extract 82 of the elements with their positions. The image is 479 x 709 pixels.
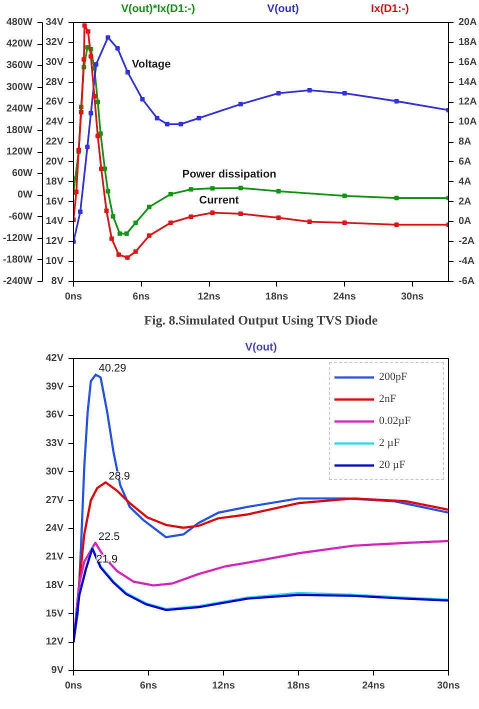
legend-label: 0.02µF [379, 415, 412, 427]
y-tick-label: 18V [46, 580, 64, 591]
chart-title: V(out) [245, 342, 278, 354]
y3-tick-label: 2A [458, 196, 472, 208]
y3-tick-label: 8A [458, 136, 472, 148]
legend-label: 2nF [379, 393, 398, 405]
y-tick-label: 24V [46, 523, 64, 534]
y-tick-label: 24V [46, 116, 64, 128]
y2-tick-label: 240W [6, 103, 34, 114]
y-tick-label: 42V [46, 353, 64, 364]
x-tick-label: 12ns [198, 292, 221, 302]
x-tick-label: 6ns [132, 292, 150, 302]
text: V(out)*Ix(D1:-) [121, 2, 195, 17]
y-tick-label: 33V [46, 438, 64, 450]
y-tick-label: 12V [46, 636, 64, 648]
y3-tick-label: 18A [458, 36, 477, 48]
x-tick-label: 0ns [64, 292, 83, 302]
y2-tick-label: -60W [8, 211, 34, 222]
annotation: Current [199, 194, 240, 206]
y3-tick-label: -2A [458, 236, 475, 248]
x-tick-label: 6ns [140, 680, 158, 692]
y-tick-label: 14V [46, 216, 64, 228]
y2-tick-label: 120W [6, 146, 34, 158]
y3-tick-label: 12A [458, 96, 477, 108]
legend-label: 2 µF [379, 437, 401, 449]
y2-tick-label: 420W [6, 38, 34, 50]
y-tick-label: 32V [46, 36, 64, 48]
annotation: 28.9 [108, 470, 130, 482]
y2-tick-label: 300W [6, 82, 34, 93]
annotation: Power dissipation [182, 168, 277, 180]
x-tick-label: 0ns [64, 680, 83, 692]
y-tick-label: 12V [46, 236, 64, 248]
y2-tick-label: -180W [3, 254, 34, 266]
x-tick-label: 24ns [333, 292, 356, 302]
y3-tick-label: -6A [458, 276, 475, 287]
y-tick-label: 20V [46, 156, 64, 168]
y-tick-label: 26V [46, 96, 64, 108]
x-tick-label: 18ns [265, 292, 289, 302]
y2-tick-label: -120W [3, 232, 34, 244]
y3-tick-label: 0A [458, 216, 472, 228]
legend-label: 200pF [379, 371, 408, 383]
y-tick-label: 18V [46, 176, 64, 188]
y2-tick-label: 0W [18, 190, 34, 201]
y-tick-label: 9V [51, 665, 64, 676]
y3-tick-label: 20A [458, 17, 477, 28]
y2-tick-label: 60W [12, 168, 34, 180]
y-tick-label: 30V [46, 56, 64, 68]
y2-tick-label: 360W [6, 60, 34, 72]
y3-tick-label: 6A [458, 156, 472, 168]
x-tick-label: 12ns [212, 680, 236, 692]
legend-label: 20 µF [379, 459, 406, 471]
y3-tick-label: 14A [458, 76, 477, 88]
caption: Fig. 8.Simulated Output Using TVS Diode [144, 312, 378, 328]
y2-tick-label: -240W [3, 276, 34, 287]
x-tick-label: 18ns [287, 680, 310, 692]
x-tick-label: 30ns [400, 292, 424, 302]
y-tick-label: 15V [46, 608, 64, 620]
y-tick-label: 27V [46, 494, 64, 506]
y-tick-label: 30V [46, 466, 64, 478]
y-tick-label: 10V [46, 256, 64, 268]
y3-tick-label: 4A [458, 176, 472, 188]
annotation: 22.5 [98, 530, 120, 543]
y-tick-label: 16V [46, 196, 64, 208]
x-tick-label: 30ns [437, 680, 460, 692]
text: Ix(D1:-) [371, 2, 409, 17]
y3-tick-label: 10A [458, 116, 477, 128]
y2-tick-label: 480W [6, 17, 34, 28]
y-tick-label: 34V [46, 17, 64, 28]
y-tick-label: 28V [46, 76, 64, 88]
text: V(out) [267, 2, 299, 17]
annotation: 40.29 [98, 362, 126, 375]
y2-tick-label: 180W [6, 124, 34, 136]
annotation: Voltage [132, 58, 171, 70]
y-tick-label: 36V [46, 410, 64, 421]
y3-tick-label: -4A [458, 256, 475, 268]
x-tick-label: 24ns [362, 680, 386, 692]
y-tick-label: 8V [51, 276, 64, 287]
y3-tick-label: 16A [458, 56, 477, 68]
y-tick-label: 39V [46, 381, 64, 392]
annotation: 21.9 [96, 554, 118, 566]
y-tick-label: 21V [46, 552, 64, 563]
y-tick-label: 22V [46, 136, 64, 148]
